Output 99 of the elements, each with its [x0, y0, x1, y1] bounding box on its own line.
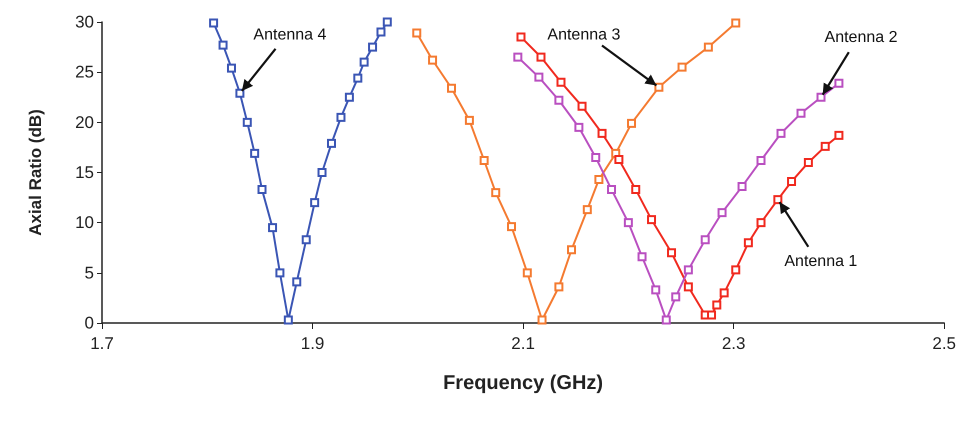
point: [578, 102, 587, 111]
annotation: Antenna 4: [253, 26, 326, 44]
x-axis-title: Frequency (GHz): [443, 372, 604, 394]
point: [776, 128, 786, 138]
point: [538, 315, 547, 324]
point: [536, 52, 546, 62]
point: [336, 112, 346, 122]
point: [326, 138, 336, 148]
point: [353, 74, 362, 83]
point: [834, 130, 844, 140]
point: [582, 205, 592, 214]
point: [591, 152, 600, 162]
point: [344, 92, 354, 102]
point: [820, 142, 830, 151]
point: [554, 96, 564, 105]
y-axis-title: Axial Ratio (dB): [26, 109, 45, 236]
y-tick-label: 0: [84, 314, 94, 332]
point: [662, 315, 671, 324]
point: [627, 118, 636, 128]
point: [491, 188, 500, 198]
point: [250, 148, 260, 158]
point: [464, 116, 474, 125]
point: [226, 64, 236, 73]
point: [787, 177, 796, 186]
point: [804, 158, 813, 167]
point: [594, 175, 604, 184]
point: [773, 195, 782, 204]
y-tick-label: 25: [75, 62, 94, 82]
point: [744, 238, 753, 248]
point: [258, 185, 267, 194]
point: [567, 245, 576, 254]
y-tick-label: 5: [84, 263, 94, 282]
point: [607, 185, 616, 194]
point: [275, 268, 284, 278]
point: [631, 185, 640, 194]
point: [678, 62, 687, 72]
point: [284, 315, 293, 324]
point: [651, 285, 660, 294]
y-tick-label: 30: [75, 12, 94, 32]
point: [382, 18, 392, 26]
point: [707, 310, 716, 320]
point: [654, 82, 664, 92]
point: [242, 118, 252, 127]
x-tick-label: 1.9: [300, 334, 324, 353]
point: [360, 58, 369, 67]
point: [534, 72, 544, 82]
point: [731, 18, 740, 28]
x-tick-label: 2.1: [511, 334, 535, 353]
point: [712, 300, 722, 310]
point: [522, 268, 532, 278]
point: [598, 128, 607, 138]
point: [209, 18, 218, 28]
point: [700, 235, 710, 244]
x-tick-label: 1.7: [90, 334, 114, 353]
point: [310, 198, 320, 208]
point: [428, 56, 438, 65]
point: [796, 108, 806, 118]
x-tick-label: 2.3: [722, 334, 746, 353]
point: [667, 248, 676, 258]
x-tick-label: 2.5: [932, 334, 956, 353]
point: [720, 288, 729, 298]
y-tick-label: 20: [75, 112, 94, 132]
point: [556, 78, 566, 87]
point: [513, 52, 522, 62]
point: [671, 292, 680, 302]
point: [718, 208, 727, 218]
point: [218, 40, 228, 50]
point: [834, 78, 844, 88]
point: [684, 282, 693, 292]
point: [816, 92, 826, 102]
point: [507, 222, 516, 232]
point: [447, 84, 456, 93]
point: [624, 218, 633, 228]
point: [554, 282, 564, 292]
point: [268, 223, 278, 232]
point: [638, 252, 647, 262]
point: [647, 215, 656, 224]
point: [516, 32, 526, 42]
annotation: Antenna 3: [547, 26, 620, 44]
y-tick-label: 10: [75, 213, 94, 232]
annotation: Antenna 2: [824, 28, 898, 46]
point: [318, 168, 327, 177]
point: [412, 28, 422, 38]
point: [480, 156, 489, 165]
point: [376, 28, 386, 37]
point: [368, 42, 378, 52]
point: [235, 88, 244, 98]
point: [302, 235, 311, 244]
annotation: Antenna 1: [784, 253, 858, 270]
point: [738, 182, 747, 192]
point: [614, 154, 624, 164]
point: [574, 122, 584, 132]
point: [684, 265, 693, 274]
point: [756, 218, 766, 228]
point: [292, 277, 302, 286]
y-tick-label: 15: [75, 163, 94, 182]
point: [704, 42, 713, 52]
point: [756, 156, 766, 165]
point: [731, 265, 740, 274]
